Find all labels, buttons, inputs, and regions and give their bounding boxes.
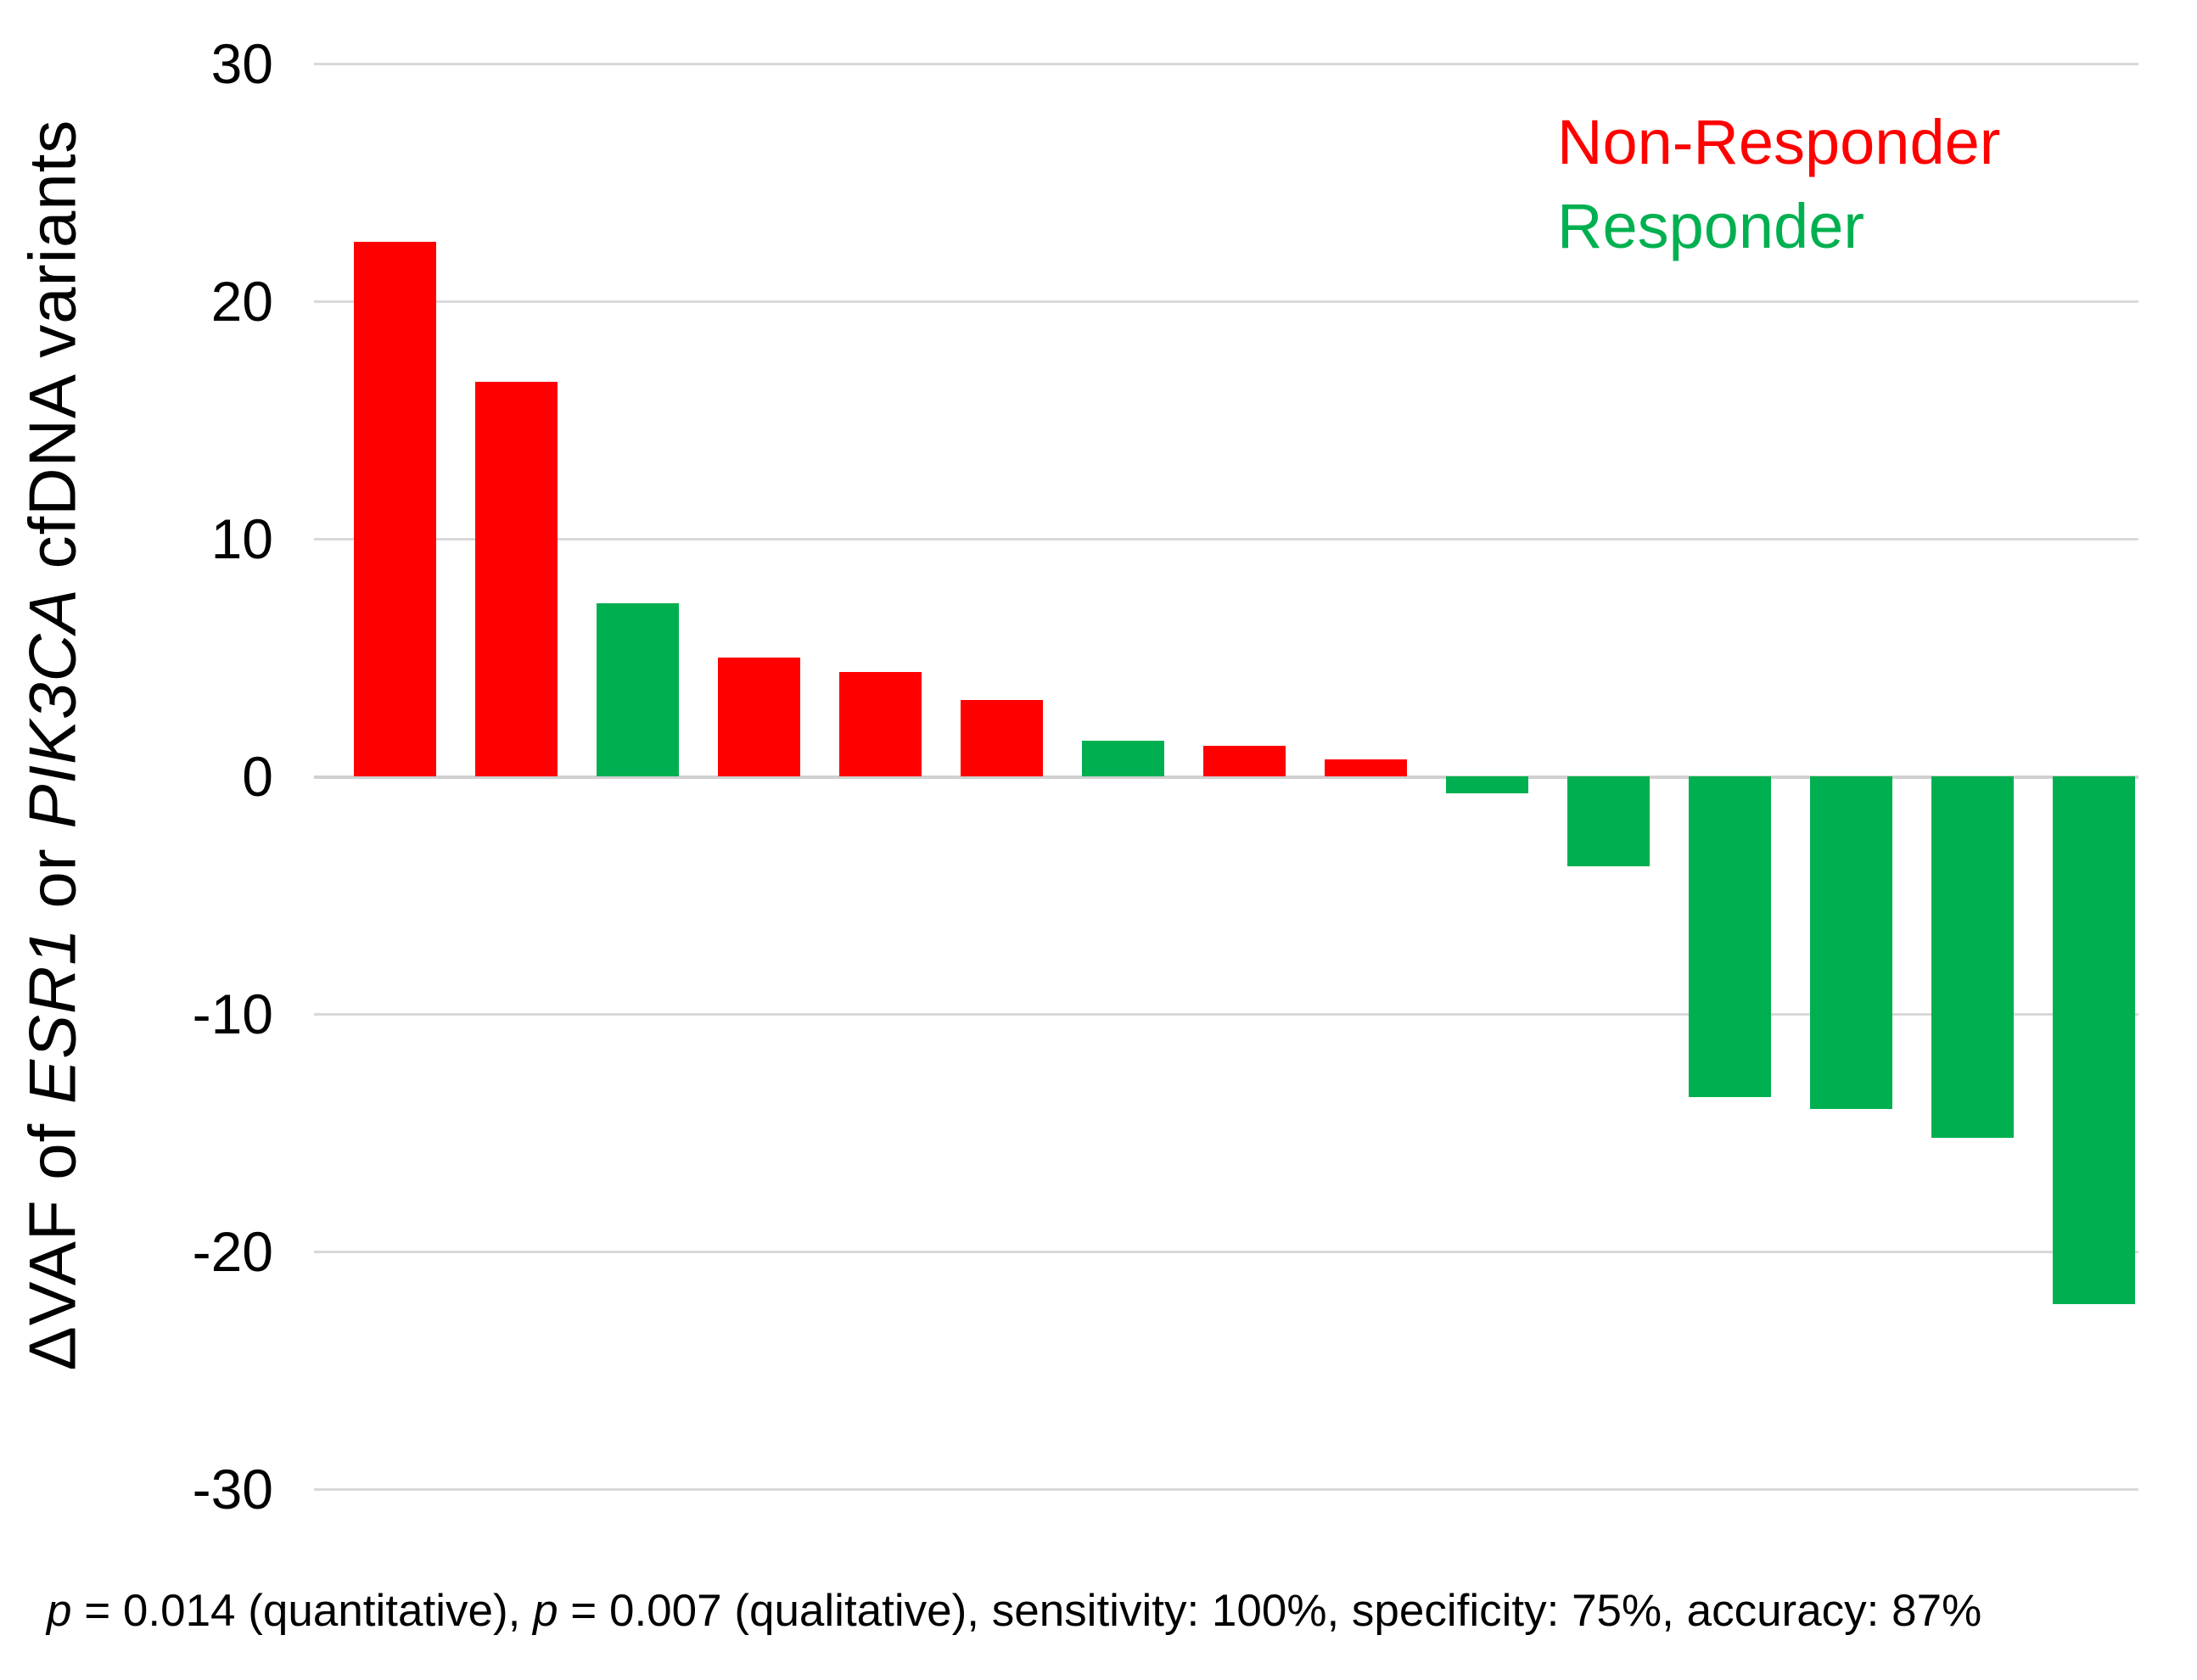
bar-responder [2053, 776, 2135, 1304]
bar-responder [1810, 776, 1892, 1109]
bar-responder [1567, 776, 1650, 867]
y-tick-label: 10 [210, 507, 273, 570]
bar-responder [1446, 776, 1528, 793]
italic-text-segment: p [47, 1586, 72, 1636]
gridline [314, 1012, 2138, 1016]
italic-text-segment: p [533, 1586, 558, 1636]
gridline [314, 300, 2138, 303]
bar-non-responder [839, 671, 922, 776]
text-segment: = 0.014 (quantitative), [71, 1586, 534, 1636]
gridline [314, 1250, 2138, 1253]
bar-responder [1931, 776, 2014, 1138]
legend: Non-Responder Responder [1557, 100, 2000, 268]
legend-entry: Non-Responder [1557, 107, 2001, 177]
bar-responder [1082, 741, 1164, 776]
bar-non-responder [354, 242, 436, 776]
legend-entry: Responder [1557, 191, 1865, 261]
y-tick-label: -30 [192, 1458, 273, 1520]
gridline [314, 1487, 2138, 1491]
gridline [314, 62, 2138, 65]
y-tick-label: -10 [192, 983, 273, 1045]
bar-non-responder [475, 382, 558, 776]
bar-non-responder [718, 658, 800, 776]
bar-non-responder [961, 700, 1043, 776]
bar-non-responder [1203, 745, 1286, 776]
stats-annotation: p = 0.014 (quantitative), p = 0.007 (qua… [47, 1583, 1981, 1639]
y-tick-label: -20 [192, 1220, 273, 1283]
y-tick-label: 0 [242, 745, 273, 808]
zero-axis-line [314, 775, 2138, 779]
bar-non-responder [1325, 759, 1407, 776]
y-tick-label: 30 [210, 32, 273, 95]
text-segment: = 0.007 (qualitative), sensitivity: 100%… [558, 1586, 1982, 1636]
y-tick-label: 20 [210, 270, 273, 333]
gridline [314, 537, 2138, 540]
bar-responder [1689, 776, 1771, 1097]
bar-responder [597, 602, 679, 776]
